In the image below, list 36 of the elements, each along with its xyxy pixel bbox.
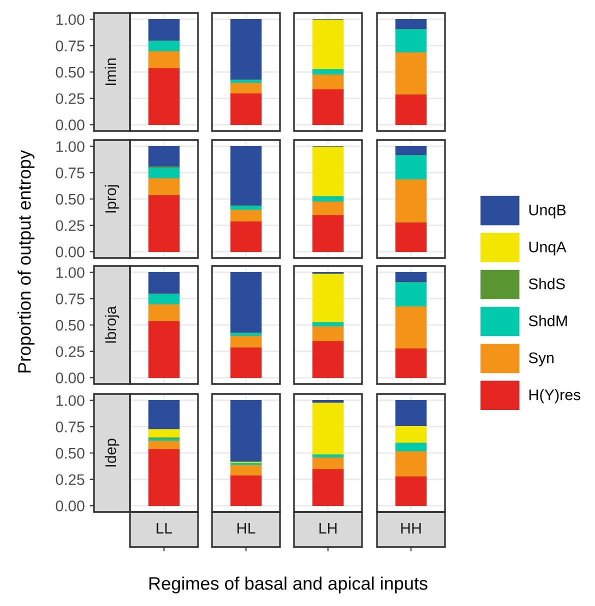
x-tick-label: LH bbox=[319, 522, 337, 534]
legend-label: H(Y)res bbox=[529, 389, 580, 404]
y-tick-label: 1.00 bbox=[56, 141, 84, 152]
y-tick-label: 0.75 bbox=[56, 422, 84, 432]
x-axis-title: Regimes of basal and apical inputs bbox=[149, 576, 428, 594]
y-tick-label: 0.50 bbox=[56, 194, 84, 205]
x-tick-label: HL bbox=[237, 522, 256, 534]
legend-label: UnqB bbox=[529, 204, 566, 218]
y-axis-title: Proportion of output entropy bbox=[18, 150, 34, 372]
y-tick-label: 0.25 bbox=[56, 93, 84, 104]
y-tick-label: 0.00 bbox=[56, 120, 84, 130]
y-tick-label: 0.00 bbox=[56, 246, 84, 258]
y-tick-label: 1.00 bbox=[56, 395, 84, 406]
text: Idep bbox=[104, 438, 120, 466]
y-tick-label: 0.25 bbox=[56, 346, 84, 358]
y-tick-label: 0.25 bbox=[56, 220, 84, 232]
y-tick-label: 0.75 bbox=[56, 40, 84, 52]
x-tick-label: HH bbox=[401, 522, 421, 534]
y-tick-label: 0.50 bbox=[56, 66, 84, 78]
y-tick-label: 1.00 bbox=[56, 267, 84, 278]
legend-label: ShdS bbox=[528, 278, 565, 290]
x-tick-label: LL bbox=[156, 522, 172, 534]
y-tick-label: 0.50 bbox=[56, 320, 84, 331]
y-tick-label: 0.25 bbox=[56, 474, 84, 486]
y-tick-label: 0.75 bbox=[56, 168, 84, 178]
legend-label: ShdM bbox=[528, 315, 567, 326]
y-tick-label: 0.00 bbox=[56, 500, 84, 512]
text: Ibroja bbox=[104, 306, 120, 343]
y-tick-label: 1.00 bbox=[56, 14, 84, 26]
legend-label: Syn bbox=[528, 352, 554, 366]
legend-label: UnqA bbox=[529, 242, 566, 256]
text: Iproj bbox=[104, 185, 120, 212]
y-tick-label: 0.50 bbox=[56, 448, 84, 459]
y-tick-label: 0.75 bbox=[56, 294, 84, 304]
text: Imin bbox=[104, 58, 116, 86]
y-tick-label: 0.00 bbox=[56, 372, 84, 384]
